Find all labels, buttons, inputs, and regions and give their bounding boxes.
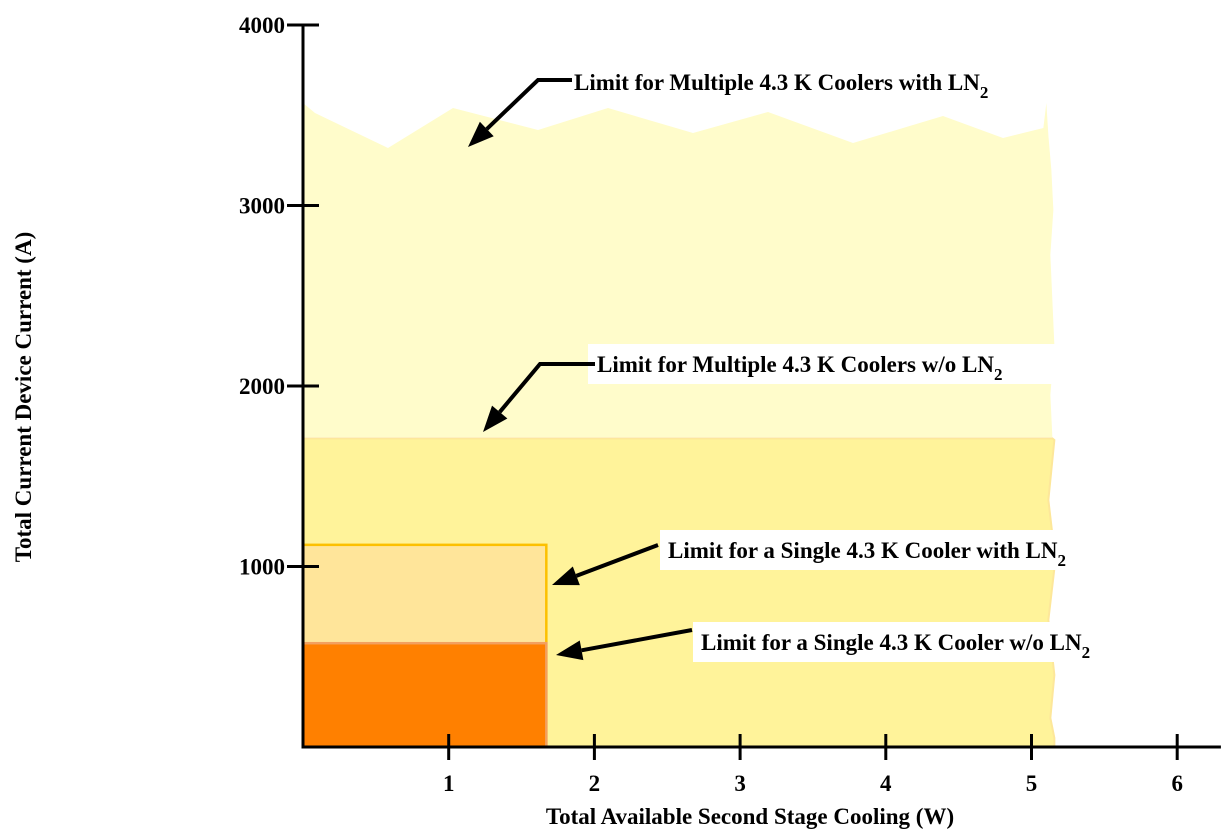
annotation-label-main: Limit for a Single 4.3 K Cooler with LN — [668, 538, 1058, 563]
x-tick-label-2: 2 — [589, 771, 601, 796]
annotation-label-bg — [660, 530, 1208, 570]
annotation-arrow-shaft — [498, 362, 595, 414]
x-axis-title: Total Available Second Stage Cooling (W) — [546, 804, 954, 829]
annotation-label-subscript: 2 — [1082, 643, 1091, 662]
x-tick-label-6: 6 — [1171, 771, 1183, 796]
annotation-arrow-head — [556, 640, 584, 661]
annotation-label-main: Limit for Multiple 4.3 K Coolers with LN — [574, 70, 980, 95]
y-tick-label-4000: 4000 — [239, 13, 285, 38]
annotation-limit-for-a-single-4-3-k-cooler-with-ln2: Limit for a Single 4.3 K Cooler with LN2 — [552, 530, 1208, 586]
x-tick-label-1: 1 — [443, 771, 455, 796]
annotation-label-bg — [565, 62, 1150, 102]
annotation-label-main: Limit for a Single 4.3 K Cooler w/o LN — [701, 630, 1082, 655]
annotation-label: Limit for a Single 4.3 K Cooler w/o LN2 — [701, 630, 1090, 662]
annotation-label-subscript: 2 — [980, 83, 989, 102]
annotation-arrow-head — [552, 566, 580, 586]
annotation-arrow-shaft — [575, 543, 659, 578]
annotation-arrow-head — [483, 405, 508, 432]
y-tick-label-2000: 2000 — [239, 374, 285, 399]
annotation-limit-for-multiple-4-3-k-coolers-w-o-ln2: Limit for Multiple 4.3 K Coolers w/o LN2 — [483, 344, 1148, 432]
x-tick-label-4: 4 — [880, 771, 892, 796]
annotation-label: Limit for Multiple 4.3 K Coolers with LN… — [574, 70, 988, 102]
y-axis-title: Total Current Device Current (A) — [11, 232, 36, 562]
annotation-arrow-head — [468, 121, 494, 147]
annotation-label-main: Limit for Multiple 4.3 K Coolers w/o LN — [597, 352, 994, 377]
region-limit-for-a-single-4-3-k-cooler-w-o-ln2 — [301, 641, 548, 749]
chart-regions — [301, 103, 1057, 749]
annotation-label: Limit for a Single 4.3 K Cooler with LN2 — [668, 538, 1066, 570]
annotation-label: Limit for Multiple 4.3 K Coolers w/o LN2 — [597, 352, 1002, 384]
x-tick-label-5: 5 — [1026, 771, 1038, 796]
region-limit-for-multiple-4-3-k-coolers-with-ln2 — [303, 103, 1055, 437]
chart-annotations: Limit for Multiple 4.3 K Coolers with LN… — [468, 62, 1225, 662]
chart-ticks: 1 2 3 4 5 6 1000 2000 3000 4000 — [239, 13, 1183, 796]
annotation-limit-for-multiple-4-3-k-coolers-with-ln2: Limit for Multiple 4.3 K Coolers with LN… — [468, 62, 1150, 147]
annotation-label-subscript: 2 — [1058, 551, 1067, 570]
y-tick-label-1000: 1000 — [239, 555, 285, 580]
annotation-label-bg — [588, 344, 1148, 384]
annotation-limit-for-a-single-4-3-k-cooler-w-o-ln2: Limit for a Single 4.3 K Cooler w/o LN2 — [556, 622, 1225, 662]
x-tick-label-3: 3 — [734, 771, 746, 796]
annotation-arrow-shaft — [485, 78, 572, 131]
annotation-label-bg — [693, 622, 1225, 662]
annotation-arrow-shaft — [581, 628, 693, 653]
y-tick-label-3000: 3000 — [239, 194, 285, 219]
annotation-label-subscript: 2 — [994, 365, 1003, 384]
